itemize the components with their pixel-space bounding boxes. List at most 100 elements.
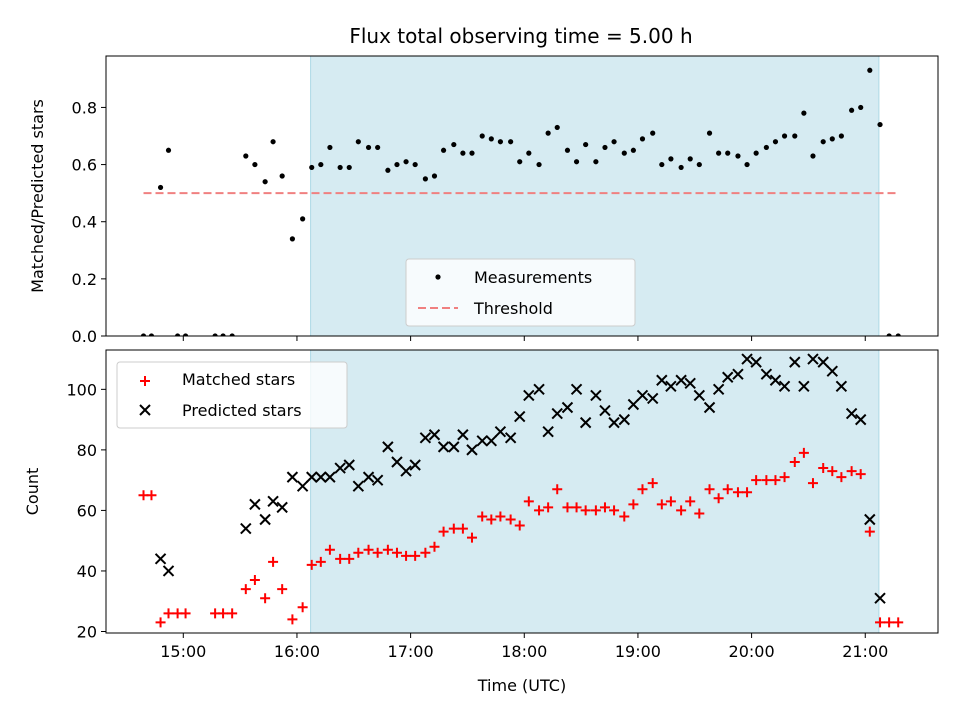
predicted-star-point bbox=[665, 380, 677, 393]
predicted-star-point bbox=[835, 380, 848, 393]
matched-star-point bbox=[363, 544, 374, 555]
legend-box bbox=[405, 258, 636, 327]
matched-star-point bbox=[552, 484, 563, 495]
measurement-point bbox=[744, 161, 750, 168]
predicted-star-point bbox=[362, 471, 375, 483]
y-tick-label: 0.2 bbox=[72, 270, 97, 289]
predicted-star-point bbox=[371, 474, 384, 486]
matched-star-point bbox=[732, 487, 743, 498]
matched-star-point bbox=[770, 475, 781, 486]
measurement-point bbox=[706, 130, 713, 136]
measurement-point bbox=[867, 67, 873, 73]
matched-star-point bbox=[486, 514, 497, 525]
measurement-point bbox=[337, 164, 343, 171]
measurement-point bbox=[212, 333, 218, 336]
matched-star-point bbox=[477, 511, 488, 522]
axes-frame bbox=[105, 55, 939, 337]
measurement-point bbox=[678, 164, 684, 171]
measurement-point bbox=[725, 150, 731, 156]
matched-star-point bbox=[637, 484, 648, 495]
measurement-point bbox=[422, 176, 428, 182]
measurement-point bbox=[630, 147, 636, 153]
predicted-star-point bbox=[409, 459, 421, 471]
measurement-point bbox=[165, 147, 172, 153]
measurement-point bbox=[716, 150, 722, 156]
measurement-point bbox=[508, 139, 514, 145]
predicted-star-point bbox=[485, 435, 498, 447]
matched-star-point bbox=[836, 472, 847, 483]
matched-star-point bbox=[761, 475, 772, 486]
matched-star-point bbox=[163, 608, 174, 619]
predicted-star-point bbox=[855, 413, 867, 426]
predicted-star-point bbox=[419, 432, 432, 444]
matched-star-point bbox=[798, 447, 809, 458]
measurement-point bbox=[877, 121, 883, 128]
matched-star-point bbox=[827, 466, 838, 477]
predicted-star-point bbox=[703, 401, 716, 414]
legend: Measurements Threshold bbox=[405, 258, 636, 327]
matched-star-point bbox=[438, 526, 449, 537]
x-tick-label: 18:00 bbox=[501, 642, 547, 661]
predicted-star-point bbox=[400, 465, 412, 477]
measurement-point bbox=[611, 139, 617, 145]
predicted-star-point bbox=[504, 432, 517, 444]
predicted-star-point bbox=[324, 471, 336, 483]
y-axis-label: Count bbox=[23, 468, 42, 516]
measurement-point bbox=[385, 167, 391, 173]
predicted-star-point bbox=[579, 416, 592, 429]
legend-threshold-label: Threshold bbox=[473, 299, 553, 318]
matched-star-point bbox=[466, 532, 477, 543]
measurement-point bbox=[583, 141, 589, 148]
predicted-star-point bbox=[712, 383, 725, 396]
predicted-star-point bbox=[817, 356, 829, 368]
matched-star-point bbox=[401, 550, 412, 561]
x-tick-label: 17:00 bbox=[388, 642, 434, 661]
y-tick-label: 60 bbox=[77, 501, 97, 520]
predicted-star-point bbox=[732, 368, 744, 380]
measurement-point bbox=[735, 153, 741, 159]
predicted-star-point bbox=[259, 513, 271, 526]
measurement-point bbox=[573, 159, 580, 165]
predicted-star-point bbox=[778, 380, 791, 393]
measurement-point bbox=[140, 333, 147, 336]
measurement-point bbox=[451, 141, 457, 148]
measurement-point bbox=[602, 144, 608, 151]
predicted-star-point bbox=[807, 353, 819, 365]
measurement-point bbox=[309, 164, 315, 171]
matched-star-point bbox=[410, 550, 421, 561]
measurement-point bbox=[440, 147, 447, 153]
predicted-star-point bbox=[874, 592, 886, 604]
measurement-point bbox=[554, 124, 560, 131]
matched-star-point bbox=[751, 475, 762, 486]
matched-star-point bbox=[249, 575, 260, 586]
x-tick-label: 15:00 bbox=[160, 642, 206, 661]
predicted-star-point bbox=[845, 407, 858, 420]
predicted-star-point bbox=[391, 456, 403, 468]
predicted-star-point bbox=[618, 413, 631, 426]
predicted-star-point bbox=[476, 435, 488, 447]
predicted-star-point bbox=[343, 459, 355, 471]
predicted-star-point bbox=[306, 471, 318, 483]
predicted-star-point bbox=[789, 356, 801, 368]
measurement-point bbox=[829, 136, 835, 142]
matched-star-point bbox=[628, 499, 639, 510]
measurement-point bbox=[801, 110, 807, 116]
measurement-point bbox=[696, 161, 702, 168]
predicted-star-point bbox=[741, 353, 753, 365]
predicted-star-point bbox=[514, 410, 526, 423]
measurement-point bbox=[469, 150, 475, 156]
plot-area bbox=[138, 353, 904, 628]
matched-star-point bbox=[855, 469, 866, 480]
predicted-star-point bbox=[334, 462, 346, 474]
matched-star-point bbox=[571, 502, 582, 513]
measurement-point bbox=[687, 156, 693, 162]
measurement-point bbox=[849, 107, 855, 113]
legend-matched-marker bbox=[140, 376, 150, 386]
predicted-star-point bbox=[647, 392, 659, 405]
measurement-point bbox=[792, 133, 798, 139]
figure-title: Flux total observing time = 5.00 h bbox=[349, 24, 692, 48]
x-tick-label: 16:00 bbox=[274, 642, 320, 661]
matched-star-point bbox=[590, 505, 601, 516]
matched-star-point bbox=[391, 547, 402, 558]
matched-star-point bbox=[562, 502, 573, 513]
